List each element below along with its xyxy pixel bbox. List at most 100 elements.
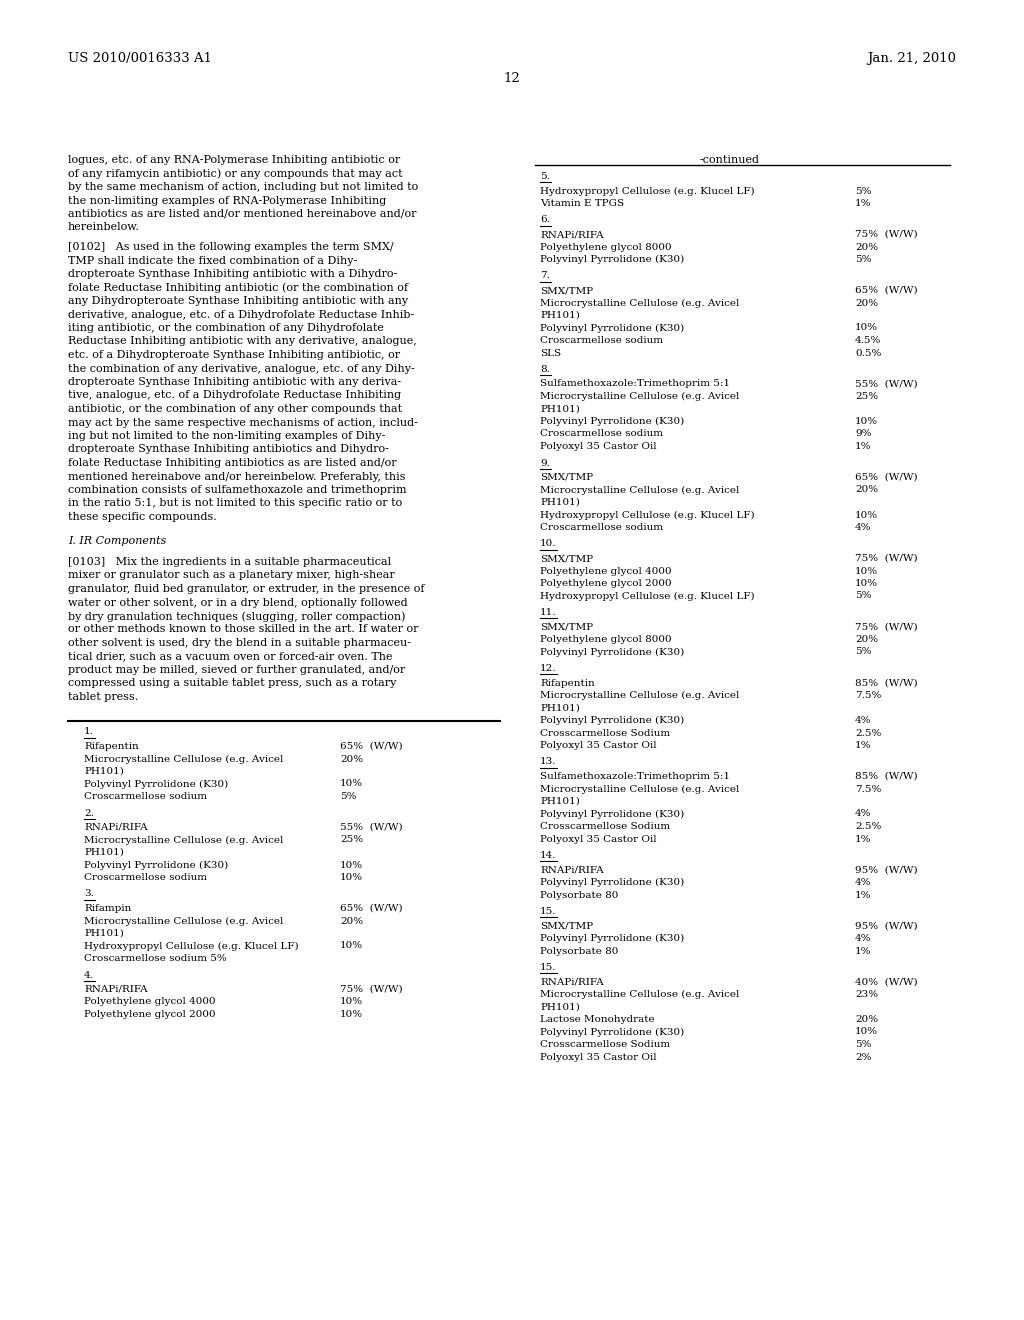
- Text: Microcrystalline Cellulose (e.g. Avicel: Microcrystalline Cellulose (e.g. Avicel: [84, 836, 284, 845]
- Text: Polyethylene glycol 4000: Polyethylene glycol 4000: [540, 566, 672, 576]
- Text: 2.5%: 2.5%: [855, 729, 882, 738]
- Text: these specific compounds.: these specific compounds.: [68, 512, 217, 521]
- Text: Hydroxypropyl Cellulose (e.g. Klucel LF): Hydroxypropyl Cellulose (e.g. Klucel LF): [540, 511, 755, 520]
- Text: Croscarmellose sodium: Croscarmellose sodium: [540, 523, 663, 532]
- Text: combination consists of sulfamethoxazole and trimethoprim: combination consists of sulfamethoxazole…: [68, 484, 407, 495]
- Text: 1%: 1%: [855, 199, 871, 209]
- Text: Microcrystalline Cellulose (e.g. Avicel: Microcrystalline Cellulose (e.g. Avicel: [540, 486, 739, 495]
- Text: -continued: -continued: [700, 154, 760, 165]
- Text: 85%  (W/W): 85% (W/W): [855, 772, 918, 781]
- Text: Sulfamethoxazole:Trimethoprim 5:1: Sulfamethoxazole:Trimethoprim 5:1: [540, 380, 730, 388]
- Text: PH101): PH101): [540, 404, 580, 413]
- Text: PH101): PH101): [84, 847, 124, 857]
- Text: 75%  (W/W): 75% (W/W): [855, 230, 918, 239]
- Text: 4%: 4%: [855, 809, 871, 818]
- Text: derivative, analogue, etc. of a Dihydrofolate Reductase Inhib-: derivative, analogue, etc. of a Dihydrof…: [68, 309, 415, 319]
- Text: antibiotics as are listed and/or mentioned hereinabove and/or: antibiotics as are listed and/or mention…: [68, 209, 417, 219]
- Text: 23%: 23%: [855, 990, 879, 999]
- Text: folate Reductase Inhibiting antibiotic (or the combination of: folate Reductase Inhibiting antibiotic (…: [68, 282, 408, 293]
- Text: dropteroate Synthase Inhibiting antibiotics and Dihydro-: dropteroate Synthase Inhibiting antibiot…: [68, 445, 389, 454]
- Text: 10%: 10%: [855, 579, 879, 587]
- Text: 20%: 20%: [855, 243, 879, 252]
- Text: Crosscarmellose Sodium: Crosscarmellose Sodium: [540, 729, 670, 738]
- Text: 20%: 20%: [855, 635, 879, 644]
- Text: 15.: 15.: [540, 964, 556, 972]
- Text: ing but not limited to the non-limiting examples of Dihy-: ing but not limited to the non-limiting …: [68, 432, 385, 441]
- Text: Croscarmellose sodium 5%: Croscarmellose sodium 5%: [84, 954, 226, 964]
- Text: 1%: 1%: [855, 891, 871, 899]
- Text: 1%: 1%: [855, 442, 871, 451]
- Text: Polyethylene glycol 8000: Polyethylene glycol 8000: [540, 243, 672, 252]
- Text: 7.5%: 7.5%: [855, 690, 882, 700]
- Text: may act by the same respective mechanisms of action, includ-: may act by the same respective mechanism…: [68, 417, 418, 428]
- Text: US 2010/0016333 A1: US 2010/0016333 A1: [68, 51, 212, 65]
- Text: RNAPi/RIFA: RNAPi/RIFA: [84, 822, 147, 832]
- Text: 10%: 10%: [340, 998, 364, 1006]
- Text: 13.: 13.: [540, 758, 556, 767]
- Text: 65%  (W/W): 65% (W/W): [855, 473, 918, 482]
- Text: 9.: 9.: [540, 458, 550, 467]
- Text: Polyvinyl Pyrrolidone (K30): Polyvinyl Pyrrolidone (K30): [540, 878, 684, 887]
- Text: Vitamin E TPGS: Vitamin E TPGS: [540, 199, 624, 209]
- Text: 5%: 5%: [855, 255, 871, 264]
- Text: 5%: 5%: [340, 792, 356, 801]
- Text: Reductase Inhibiting antibiotic with any derivative, analogue,: Reductase Inhibiting antibiotic with any…: [68, 337, 417, 346]
- Text: Polyvinyl Pyrrolidone (K30): Polyvinyl Pyrrolidone (K30): [540, 935, 684, 942]
- Text: 75%  (W/W): 75% (W/W): [855, 623, 918, 631]
- Text: 11.: 11.: [540, 609, 556, 616]
- Text: 0.5%: 0.5%: [855, 348, 882, 358]
- Text: 4%: 4%: [855, 715, 871, 725]
- Text: tablet press.: tablet press.: [68, 692, 138, 702]
- Text: RNAPi/RIFA: RNAPi/RIFA: [540, 230, 603, 239]
- Text: Polyvinyl Pyrrolidone (K30): Polyvinyl Pyrrolidone (K30): [84, 780, 228, 788]
- Text: 10%: 10%: [855, 1027, 879, 1036]
- Text: Microcrystalline Cellulose (e.g. Avicel: Microcrystalline Cellulose (e.g. Avicel: [540, 690, 739, 700]
- Text: 10%: 10%: [340, 941, 364, 950]
- Text: 2.: 2.: [84, 808, 94, 817]
- Text: Croscarmellose sodium: Croscarmellose sodium: [540, 337, 663, 345]
- Text: by the same mechanism of action, including but not limited to: by the same mechanism of action, includi…: [68, 182, 418, 191]
- Text: Hydroxypropyl Cellulose (e.g. Klucel LF): Hydroxypropyl Cellulose (e.g. Klucel LF): [540, 186, 755, 195]
- Text: Microcrystalline Cellulose (e.g. Avicel: Microcrystalline Cellulose (e.g. Avicel: [540, 990, 739, 999]
- Text: 4.5%: 4.5%: [855, 337, 882, 345]
- Text: 65%  (W/W): 65% (W/W): [340, 742, 402, 751]
- Text: RNAPi/RIFA: RNAPi/RIFA: [540, 978, 603, 986]
- Text: 40%  (W/W): 40% (W/W): [855, 978, 918, 986]
- Text: Polyvinyl Pyrrolidone (K30): Polyvinyl Pyrrolidone (K30): [540, 1027, 684, 1036]
- Text: Rifapentin: Rifapentin: [84, 742, 138, 751]
- Text: 4%: 4%: [855, 523, 871, 532]
- Text: 10%: 10%: [855, 417, 879, 426]
- Text: Polysorbate 80: Polysorbate 80: [540, 946, 618, 956]
- Text: PH101): PH101): [540, 312, 580, 319]
- Text: etc. of a Dihydropteroate Synthase Inhibiting antibiotic, or: etc. of a Dihydropteroate Synthase Inhib…: [68, 350, 400, 360]
- Text: 75%  (W/W): 75% (W/W): [340, 985, 402, 994]
- Text: Polyethylene glycol 8000: Polyethylene glycol 8000: [540, 635, 672, 644]
- Text: dropteroate Synthase Inhibiting antibiotic with a Dihydro-: dropteroate Synthase Inhibiting antibiot…: [68, 269, 397, 279]
- Text: 20%: 20%: [855, 1015, 879, 1024]
- Text: 8.: 8.: [540, 366, 550, 374]
- Text: 55%  (W/W): 55% (W/W): [340, 822, 402, 832]
- Text: other solvent is used, dry the blend in a suitable pharmaceu-: other solvent is used, dry the blend in …: [68, 638, 411, 648]
- Text: granulator, fluid bed granulator, or extruder, in the presence of: granulator, fluid bed granulator, or ext…: [68, 583, 425, 594]
- Text: 85%  (W/W): 85% (W/W): [855, 678, 918, 688]
- Text: SLS: SLS: [540, 348, 561, 358]
- Text: any Dihydropteroate Synthase Inhibiting antibiotic with any: any Dihydropteroate Synthase Inhibiting …: [68, 296, 409, 306]
- Text: 5.: 5.: [540, 172, 550, 181]
- Text: Microcrystalline Cellulose (e.g. Avicel: Microcrystalline Cellulose (e.g. Avicel: [540, 392, 739, 401]
- Text: hereinbelow.: hereinbelow.: [68, 223, 140, 232]
- Text: in the ratio 5:1, but is not limited to this specific ratio or to: in the ratio 5:1, but is not limited to …: [68, 499, 402, 508]
- Text: 4%: 4%: [855, 935, 871, 942]
- Text: Polyoxyl 35 Castor Oil: Polyoxyl 35 Castor Oil: [540, 741, 656, 750]
- Text: SMX/TMP: SMX/TMP: [540, 623, 593, 631]
- Text: 7.: 7.: [540, 272, 550, 281]
- Text: Hydroxypropyl Cellulose (e.g. Klucel LF): Hydroxypropyl Cellulose (e.g. Klucel LF): [84, 941, 299, 950]
- Text: 1%: 1%: [855, 946, 871, 956]
- Text: 25%: 25%: [340, 836, 364, 845]
- Text: Polyoxyl 35 Castor Oil: Polyoxyl 35 Castor Oil: [540, 834, 656, 843]
- Text: water or other solvent, or in a dry blend, optionally followed: water or other solvent, or in a dry blen…: [68, 598, 408, 607]
- Text: Polyvinyl Pyrrolidone (K30): Polyvinyl Pyrrolidone (K30): [540, 715, 684, 725]
- Text: 14.: 14.: [540, 851, 556, 861]
- Text: folate Reductase Inhibiting antibiotics as are listed and/or: folate Reductase Inhibiting antibiotics …: [68, 458, 396, 469]
- Text: Polyvinyl Pyrrolidone (K30): Polyvinyl Pyrrolidone (K30): [540, 323, 684, 333]
- Text: Polyvinyl Pyrrolidone (K30): Polyvinyl Pyrrolidone (K30): [540, 255, 684, 264]
